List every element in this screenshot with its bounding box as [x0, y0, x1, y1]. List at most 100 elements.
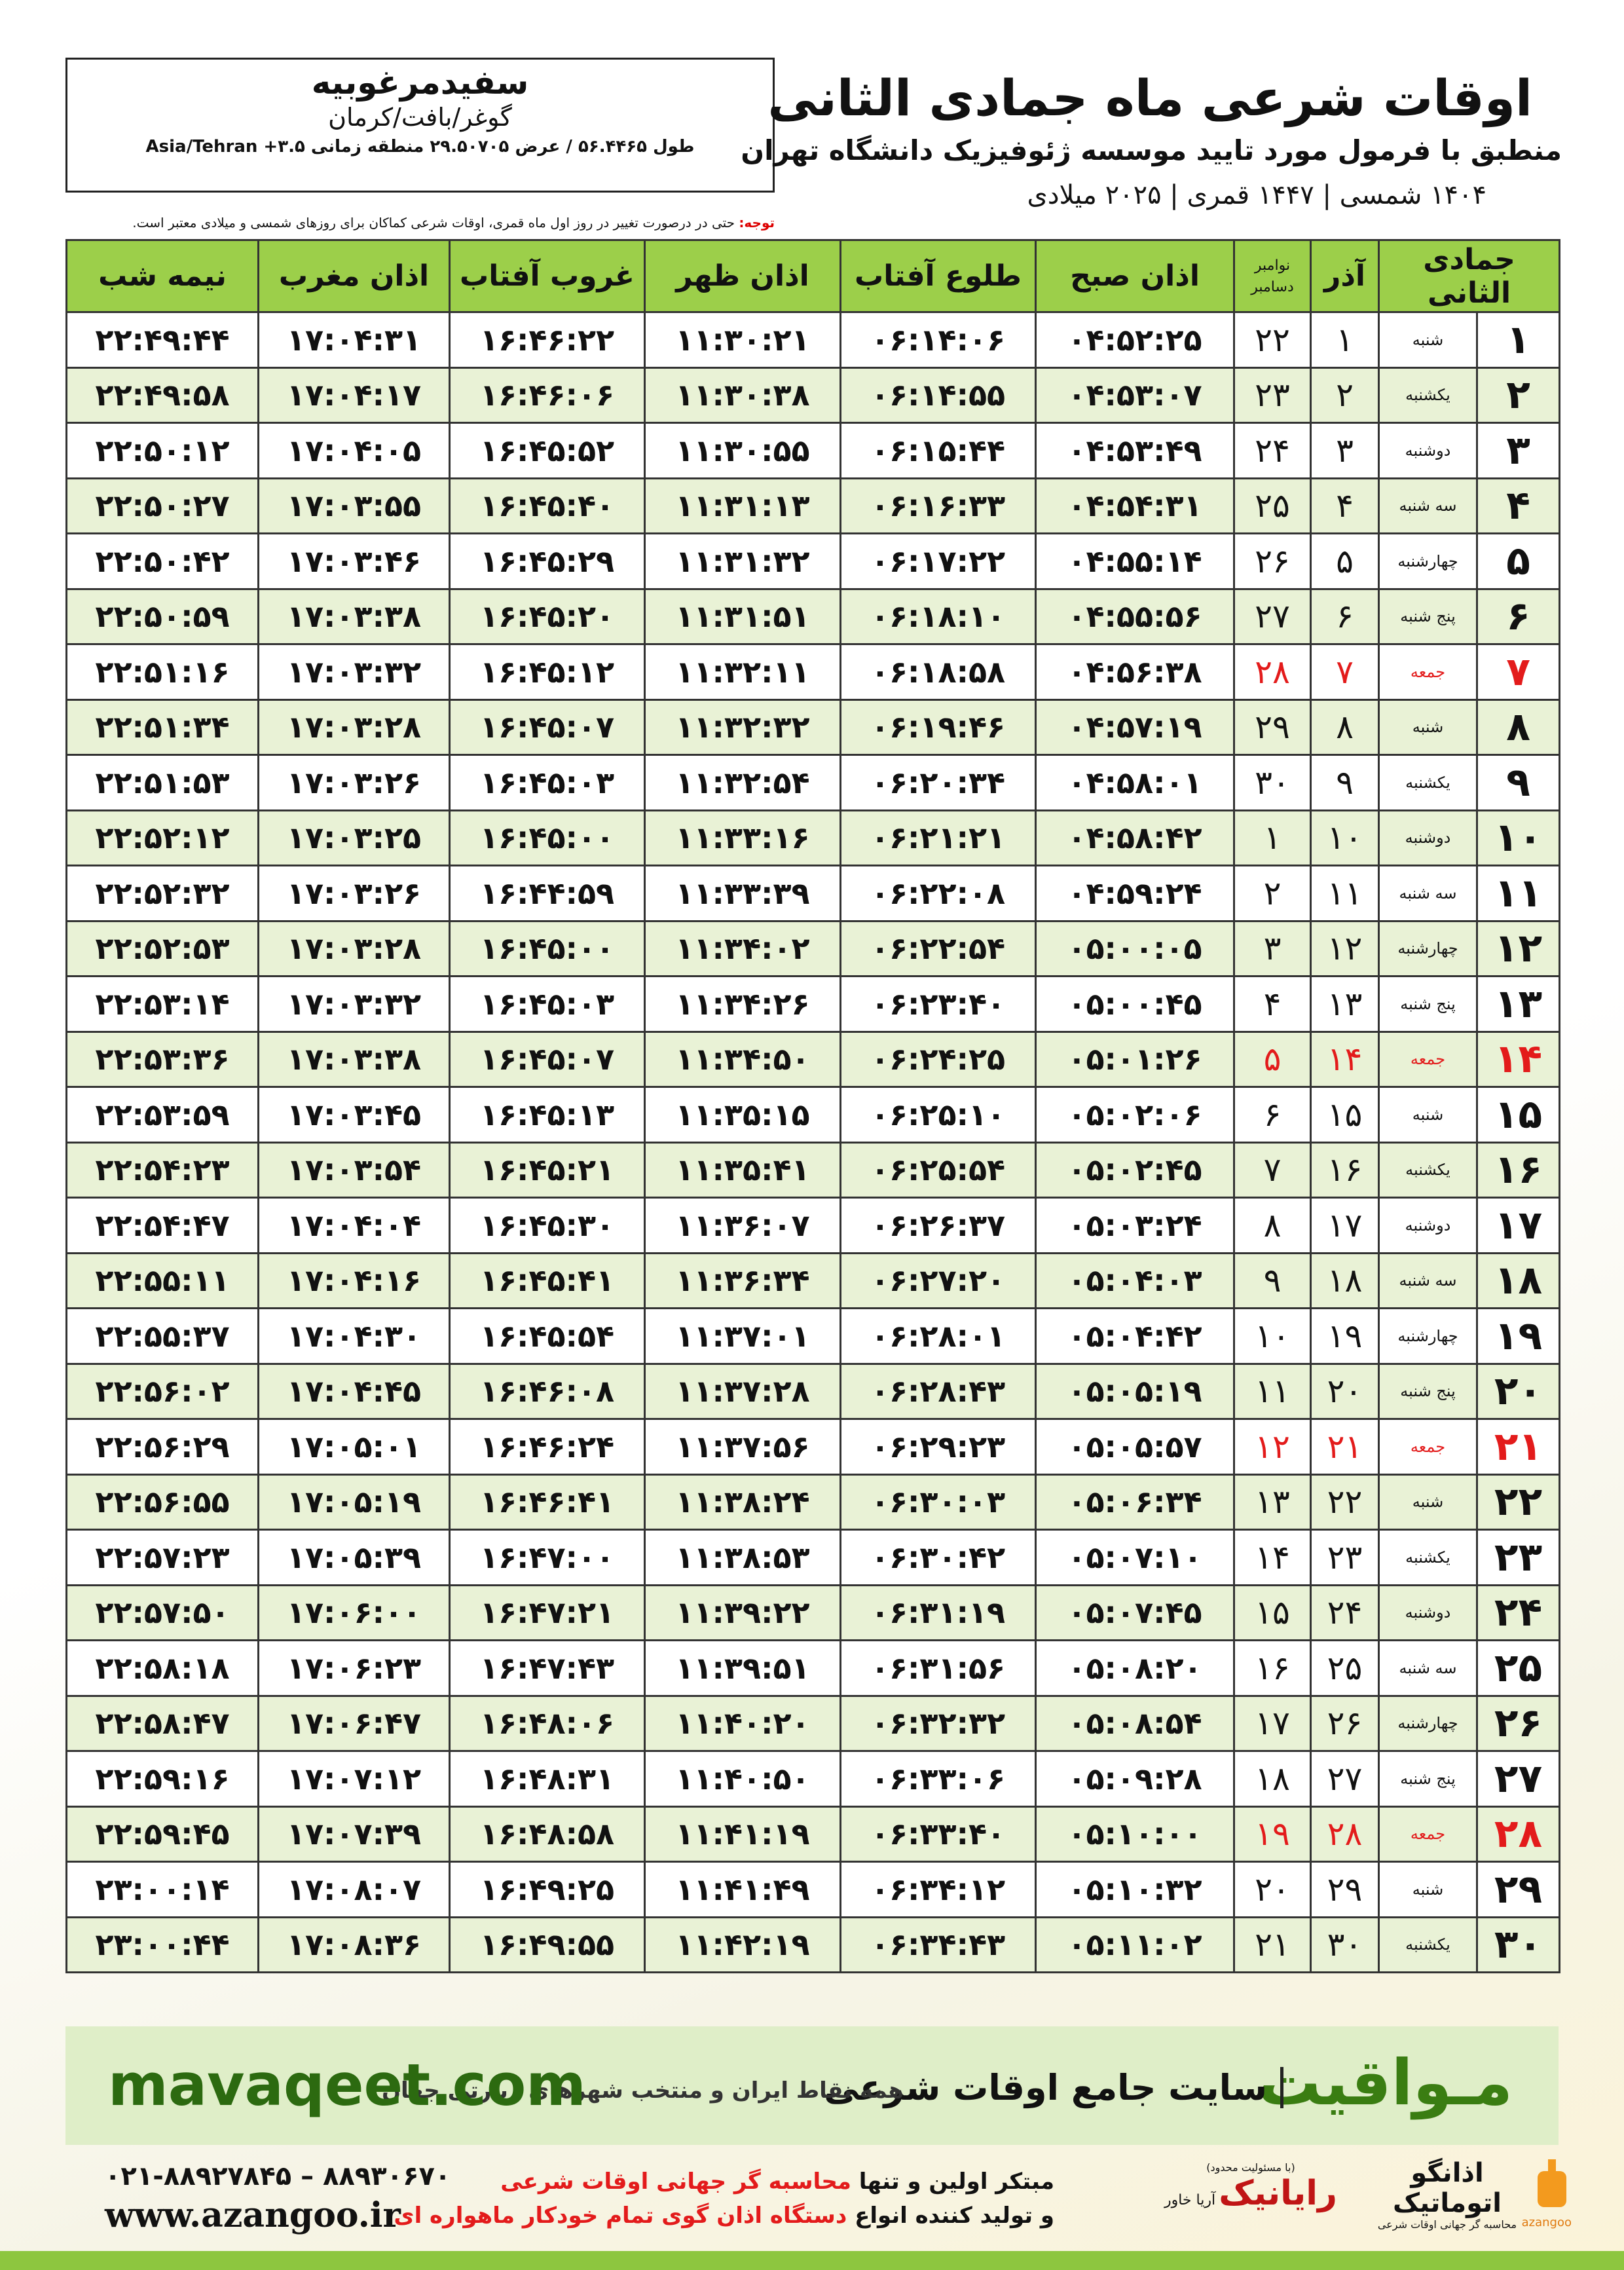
cell: ۲۲:۵۷:۲۳ [65, 1529, 259, 1586]
cell: ۲۲:۵۸:۴۷ [65, 1694, 259, 1752]
cell: ۲۳:۰۰:۱۴ [65, 1861, 259, 1918]
cell: ۱۷:۰۳:۲۶ [257, 865, 451, 922]
slogan: سایت جامع اوقات شرعی [824, 2067, 1283, 2108]
bottom-strip [0, 2251, 1624, 2270]
cell: شنبه [1377, 311, 1479, 369]
cell: ۰۶:۳۰:۰۳ [840, 1473, 1037, 1531]
cell: ۴ [1476, 477, 1561, 534]
cell: ۰۴:۵۶:۳۸ [1035, 643, 1235, 701]
cell: ۱۲ [1310, 920, 1380, 977]
cell: ۱۷:۰۳:۲۶ [257, 754, 451, 811]
cell: ۱۱:۳۳:۱۶ [644, 809, 841, 866]
cell: ۱۰ [1233, 1307, 1312, 1365]
header-text: دسامبر [1251, 278, 1294, 295]
cell: ۰۶:۱۸:۱۰ [840, 587, 1037, 645]
cell: ۱۶:۴۸:۰۶ [449, 1694, 646, 1752]
cell: ۱۷ [1310, 1197, 1380, 1254]
cell: ۷ [1310, 643, 1380, 701]
cell: ۴ [1310, 477, 1380, 534]
cell: ۲۰ [1233, 1861, 1312, 1918]
cell: ۲۲:۵۳:۵۹ [65, 1086, 259, 1144]
cell: ۶ [1233, 1086, 1312, 1144]
cell: ۱۷:۰۳:۲۸ [257, 698, 451, 756]
cell: ۷ [1476, 643, 1561, 701]
cell: ۰۴:۵۷:۱۹ [1035, 698, 1235, 756]
cell: ۰۶:۱۴:۰۶ [840, 311, 1037, 369]
cell: ۱۷:۰۶:۰۰ [257, 1584, 451, 1641]
cell: ۱۱:۳۲:۱۱ [644, 643, 841, 701]
cell: ۹ [1233, 1252, 1312, 1309]
cell: ۱۷:۰۷:۱۲ [257, 1750, 451, 1808]
cell: ۳۰ [1310, 1916, 1380, 1973]
cell: ۱۶:۴۵:۰۳ [449, 754, 646, 811]
cell: ۰۶:۳۰:۴۲ [840, 1529, 1037, 1586]
cell: ۰۵:۰۰:۰۵ [1035, 920, 1235, 977]
cell: ۲۲:۵۰:۲۷ [65, 477, 259, 534]
cell: شنبه [1377, 698, 1479, 756]
cell: ۱۷:۰۷:۳۹ [257, 1805, 451, 1863]
place-name: سفیدمرغوبیه [311, 64, 529, 102]
cell: ۱۳ [1233, 1473, 1312, 1531]
cell: ۱۱ [1233, 1362, 1312, 1420]
row: ۲۷ پنج شنبه ۲۷ ۱۸ ۰۵:۰۹:۲۸ ۰۶:۳۳:۰۶ ۱۱:۴۰:۵۰ ۱۶… [65, 1750, 1561, 1808]
years: ۱۴۰۴ شمسی | ۱۴۴۷ قمری | ۲۰۲۵ میلادی [1027, 180, 1486, 210]
cell: ۲۰ [1310, 1362, 1380, 1420]
cell: ۲۲:۵۶:۲۹ [65, 1418, 259, 1476]
cell: ۰۵:۱۰:۰۰ [1035, 1805, 1235, 1863]
phone: ۰۲۱-۸۸۹۲۷۸۴۵ – ۸۸۹۳۰۶۷۰ [105, 2161, 451, 2191]
row: ۲۶ چهارشنبه ۲۶ ۱۷ ۰۵:۰۸:۵۴ ۰۶:۳۲:۳۲ ۱۱:۴۰:۲۰ ۱۶… [65, 1694, 1561, 1752]
note-text: حتی در درصورت تغییر در روز اول ماه قمری،… [132, 215, 735, 231]
cell: ۱۷:۰۴:۱۶ [257, 1252, 451, 1309]
cell: ۰۵:۰۵:۱۹ [1035, 1362, 1235, 1420]
cell: ۰۶:۳۱:۵۶ [840, 1639, 1037, 1697]
cell: ۰۶:۱۴:۵۵ [840, 366, 1037, 424]
cell: ۰۵:۰۹:۲۸ [1035, 1750, 1235, 1808]
cell: ۲۴ [1233, 422, 1312, 479]
row: ۲۱ جمعه ۲۱ ۱۲ ۰۵:۰۵:۵۷ ۰۶:۲۹:۲۳ ۱۱:۳۷:۵۶ ۱۶:۴۶:… [65, 1418, 1561, 1476]
row: ۲۸ جمعه ۲۸ ۱۹ ۰۵:۱۰:۰۰ ۰۶:۳۳:۴۰ ۱۱:۴۱:۱۹ ۱۶:۴۸:… [65, 1805, 1561, 1863]
cell: چهارشنبه [1377, 920, 1479, 977]
header-cell: آذر [1310, 239, 1380, 313]
cell: ۰۴:۵۳:۰۷ [1035, 366, 1235, 424]
cell: ۱۱:۳۷:۲۸ [644, 1362, 841, 1420]
cell: ۳۰ [1233, 754, 1312, 811]
row: ۲۵ سه شنبه ۲۵ ۱۶ ۰۵:۰۸:۲۰ ۰۶:۳۱:۵۶ ۱۱:۳۹:۵۱ ۱۶:… [65, 1639, 1561, 1697]
line: و تولید کننده انواع دستگاه اذان گوی تمام… [394, 2199, 1054, 2233]
row: ۱۴ جمعه ۱۴ ۵ ۰۵:۰۱:۲۶ ۰۶:۲۴:۲۵ ۱۱:۳۴:۵۰ ۱۶:۴۵:۰… [65, 1030, 1561, 1088]
cell: سه شنبه [1377, 1252, 1479, 1309]
cell: ۱۷:۰۵:۳۹ [257, 1529, 451, 1586]
azangoo-tag: محاسبه گر جهانی اوقات شرعی [1377, 2218, 1517, 2231]
cell: ۱۶:۴۵:۲۹ [449, 532, 646, 590]
cell: ۲۳ [1476, 1529, 1561, 1586]
cell: ۳ [1476, 422, 1561, 479]
cell: ۱۶:۴۵:۰۰ [449, 920, 646, 977]
cell: ۱۷:۰۴:۴۵ [257, 1362, 451, 1420]
cell: ۰۶:۲۸:۰۱ [840, 1307, 1037, 1365]
cell: ۲۲:۵۱:۵۳ [65, 754, 259, 811]
cell: یکشنبه [1377, 1529, 1479, 1586]
cell: ۰۴:۵۵:۵۶ [1035, 587, 1235, 645]
cell: ۲ [1233, 865, 1312, 922]
row: ۲۳ یکشنبه ۲۳ ۱۴ ۰۵:۰۷:۱۰ ۰۶:۳۰:۴۲ ۱۱:۳۸:۵۳ ۱۶:۴… [65, 1529, 1561, 1586]
cell: ۱۱:۳۱:۵۱ [644, 587, 841, 645]
cell: ۰۵:۰۸:۵۴ [1035, 1694, 1235, 1752]
cell: ۱۷:۰۵:۰۱ [257, 1418, 451, 1476]
cell: ۲۳ [1310, 1529, 1380, 1586]
cell: ۱ [1310, 311, 1380, 369]
cell: ۱۴ [1476, 1030, 1561, 1088]
cell: ۱۱:۳۷:۵۶ [644, 1418, 841, 1476]
cell: ۰۶:۱۶:۳۳ [840, 477, 1037, 534]
cell: ۱۱:۳۲:۵۴ [644, 754, 841, 811]
logo-icon [1538, 2159, 1566, 2207]
cell: یکشنبه [1377, 1141, 1479, 1199]
cell: ۲ [1476, 366, 1561, 424]
cell: ۱۷:۰۳:۴۶ [257, 532, 451, 590]
header-cell: اذان صبح [1035, 239, 1235, 313]
cell: ۰۶:۲۵:۵۴ [840, 1141, 1037, 1199]
cell: ۰۶:۱۷:۲۲ [840, 532, 1037, 590]
cell: ۲۸ [1476, 1805, 1561, 1863]
cell: ۲۲:۴۹:۴۴ [65, 311, 259, 369]
cell: پنج شنبه [1377, 1362, 1479, 1420]
cell: پنج شنبه [1377, 1750, 1479, 1808]
rayanik: رایانیک [1219, 2174, 1337, 2213]
